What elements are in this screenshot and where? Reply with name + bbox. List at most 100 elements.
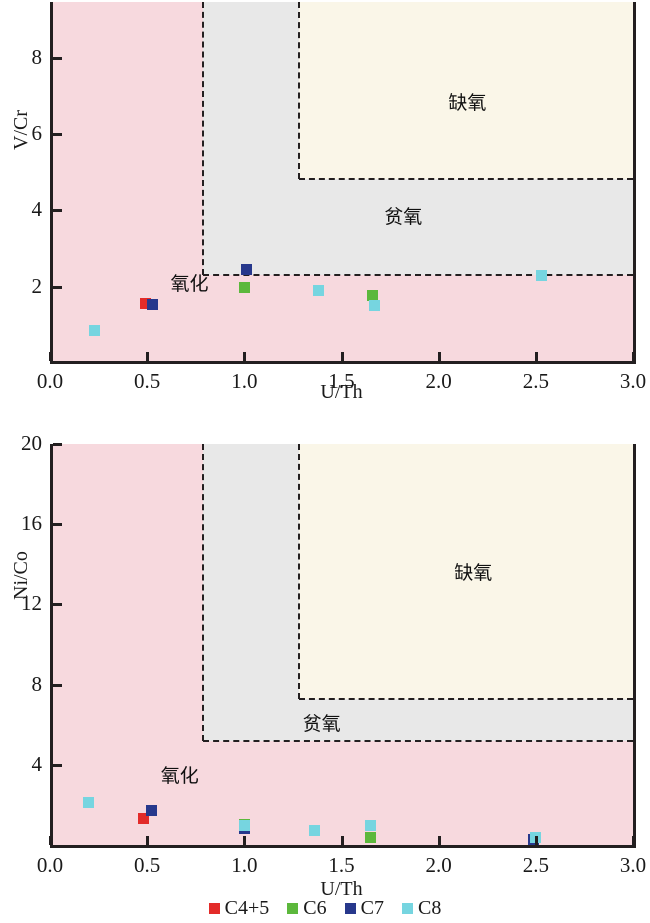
x-tick-label: 1.0 (231, 853, 258, 877)
y-tick (53, 57, 62, 61)
x-tick (49, 352, 52, 361)
data-point-C4-5 (139, 297, 151, 309)
x-tick-label: 2.0 (425, 369, 452, 393)
y-tick (53, 133, 62, 137)
plot-right-edge (633, 444, 636, 848)
x-tick-label: 2.5 (522, 369, 549, 393)
x-tick (534, 352, 538, 361)
x-tick-label: 0.0 (36, 853, 64, 877)
y-tick (53, 763, 62, 767)
x-tick (340, 352, 344, 361)
boundary-anoxic-lower (298, 697, 633, 700)
y-tick-label: 6 (31, 121, 43, 146)
x-tick (243, 836, 247, 845)
x-tick-label: 2.5 (522, 853, 549, 877)
region-label-dysoxic: 贫氧 (302, 712, 341, 735)
x-tick-label: 0.5 (134, 369, 161, 393)
y-axis-line (50, 2, 53, 364)
legend-swatch-C6 (287, 902, 299, 914)
legend-swatch-C7 (344, 902, 356, 914)
legend-swatch-C4-5 (208, 902, 220, 914)
y-tick (53, 285, 62, 289)
x-tick (243, 352, 247, 361)
boundary-oxic-dysoxic (201, 2, 204, 276)
data-point-C7 (147, 299, 159, 311)
x-tick-label: 1.0 (231, 369, 258, 393)
legend-swatch-C8 (401, 902, 413, 914)
legend-item-C4-5: C4+5 (208, 896, 270, 920)
x-tick (437, 352, 441, 361)
x-tick-label: 1.5 (328, 369, 355, 393)
data-point-C8 (83, 797, 95, 809)
boundary-dysoxic-lower (202, 739, 633, 742)
x-axis-title: U/Th (320, 878, 363, 900)
y-tick-label: 16 (21, 511, 42, 536)
x-tick (49, 836, 52, 845)
region-label-dysoxic: 贫氧 (384, 206, 423, 229)
x-tick (340, 836, 344, 845)
y-axis-title: V/Cr (10, 110, 32, 150)
plot-area-ni-co: 氧化 贫氧 缺氧 (50, 444, 633, 845)
boundary-dysoxic-anoxic (297, 2, 300, 180)
legend-item-C7: C7 (344, 896, 384, 920)
region-label-anoxic: 缺氧 (448, 91, 487, 114)
data-point-C6 (367, 289, 379, 301)
data-point-C8 (536, 269, 548, 281)
x-tick (632, 836, 635, 845)
y-tick (53, 603, 62, 607)
data-point-C6 (365, 832, 377, 844)
boundary-dysoxic-lower (202, 274, 633, 277)
y-tick-label: 4 (31, 197, 43, 222)
data-point-C8 (308, 825, 320, 837)
boundary-dysoxic-anoxic (297, 444, 300, 699)
x-axis-line (50, 361, 635, 364)
legend-label: C8 (417, 896, 442, 919)
y-tick (53, 443, 62, 446)
x-tick (146, 352, 150, 361)
region-label-oxic: 氧化 (160, 764, 199, 787)
y-tick-label: 20 (21, 431, 42, 455)
y-tick-label: 8 (31, 671, 43, 696)
boundary-oxic-dysoxic (201, 444, 204, 741)
x-axis-line (50, 845, 635, 848)
y-tick-label: 8 (31, 45, 43, 70)
data-point-C8 (89, 325, 101, 336)
data-point-C8 (238, 820, 250, 832)
x-tick-label: 2.0 (425, 853, 452, 877)
y-tick (53, 683, 62, 687)
data-point-C8 (369, 300, 381, 312)
plot-right-edge (633, 2, 636, 364)
region-label-anoxic: 缺氧 (454, 562, 493, 585)
x-tick (146, 836, 150, 845)
chart-legend: C4+5 C6 C7 C8 (0, 896, 650, 920)
boundary-anoxic-lower (298, 178, 633, 181)
y-tick (53, 209, 62, 213)
data-point-C6 (238, 282, 250, 294)
x-tick-label: 0.5 (134, 853, 161, 877)
x-tick-label: 3.0 (619, 853, 647, 877)
legend-label: C4+5 (224, 896, 270, 919)
y-tick-label: 12 (21, 591, 42, 616)
region-anoxic (298, 444, 633, 699)
legend-label: C7 (360, 896, 384, 919)
region-anoxic (298, 2, 633, 180)
legend-item-C8: C8 (401, 896, 442, 920)
y-tick-label: 4 (31, 751, 43, 776)
x-tick (534, 836, 538, 845)
data-point-C7 (240, 264, 252, 276)
x-axis-title: U/Th (320, 381, 363, 403)
region-label-oxic: 氧化 (170, 272, 209, 295)
y-axis-title: Ni/Co (10, 551, 32, 600)
x-tick-label: 1.5 (328, 853, 355, 877)
plot-area-v-cr: 氧化 贫氧 缺氧 (50, 2, 633, 361)
x-tick-label: 0.0 (36, 369, 64, 393)
x-tick (437, 836, 441, 845)
data-point-C4-5 (137, 813, 149, 825)
legend-label: C6 (303, 896, 327, 919)
x-tick (632, 352, 635, 361)
y-tick-label: 2 (31, 273, 43, 298)
legend-item-C6: C6 (287, 896, 327, 920)
y-tick (53, 523, 62, 527)
data-point-C8 (365, 820, 377, 832)
data-point-C8 (312, 284, 324, 296)
